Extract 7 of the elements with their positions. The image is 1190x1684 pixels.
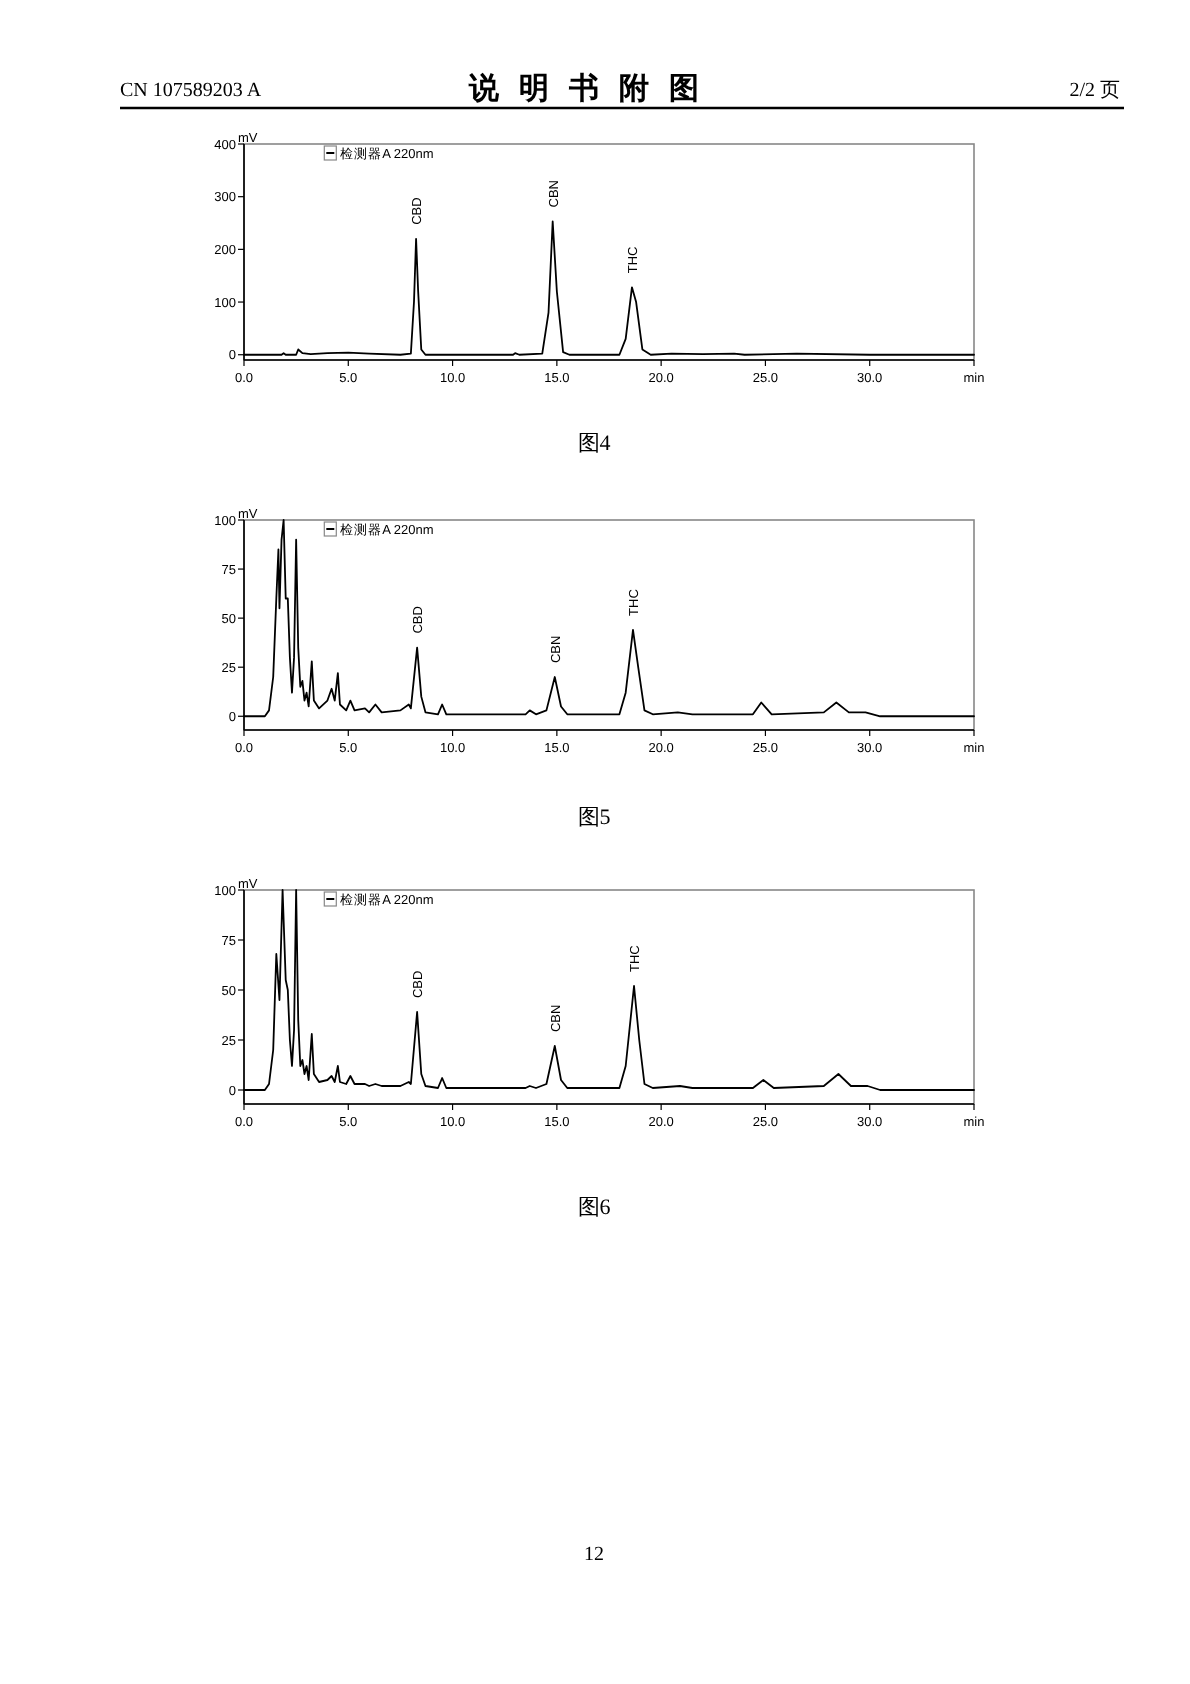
caption: 图4	[577, 432, 612, 456]
chart-title: 说明书附图	[467, 72, 719, 106]
caption: 图5	[577, 806, 612, 830]
text: 2/2 页	[1069, 80, 1120, 102]
caption: 图6	[577, 1196, 612, 1220]
text: 12	[584, 1544, 604, 1566]
text: CN 107589203 A	[120, 80, 263, 102]
